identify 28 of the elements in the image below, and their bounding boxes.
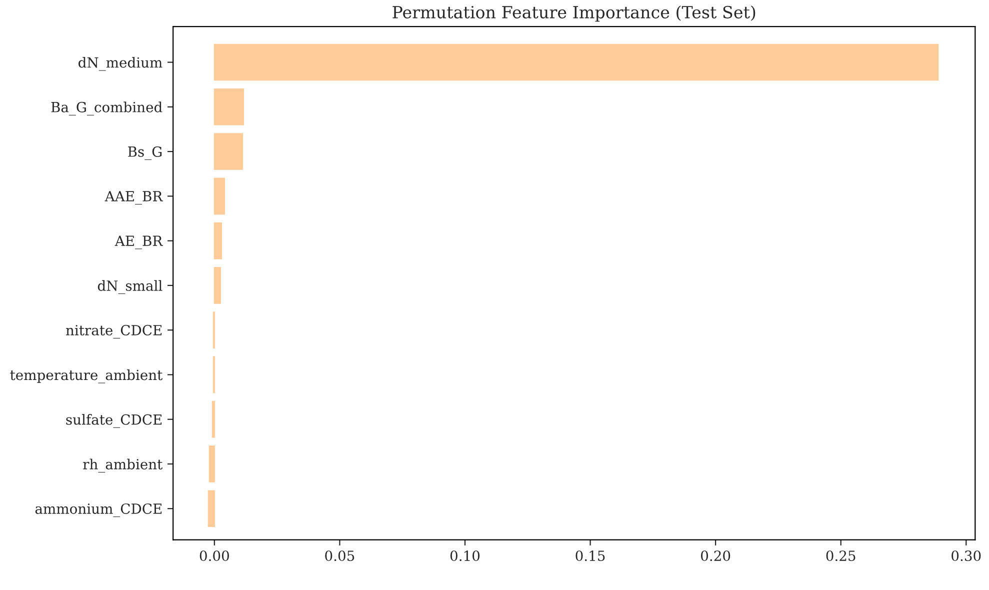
y-tick-label: temperature_ambient [10, 369, 163, 384]
y-tick-label: rh_ambient [83, 458, 163, 473]
bar [208, 446, 215, 482]
bar [214, 88, 244, 126]
y-tick-label: nitrate_CDCE [66, 324, 162, 338]
y-tick-label: Bs_G [128, 146, 162, 160]
y-tick-label: dN_small [98, 280, 162, 294]
x-tick-label: 0.15 [576, 550, 605, 562]
x-tick-label: 0.20 [701, 550, 730, 562]
y-tick-label: Ba_G_combined [51, 102, 162, 116]
y-tick-label: AE_BR [114, 236, 163, 250]
chart-title: Permutation Feature Importance (Test Set) [392, 6, 756, 22]
x-tick-label: 0.10 [450, 550, 480, 562]
x-tick-label: 0.00 [200, 550, 229, 562]
bar [208, 490, 215, 528]
y-tick-label: dN_medium [78, 56, 162, 71]
bar [212, 400, 215, 438]
x-tick-label: 0.30 [952, 550, 981, 562]
x-tick-label: 0.25 [826, 550, 856, 562]
y-tick-label: sulfate_CDCE [66, 414, 162, 428]
x-tick-label: 0.05 [325, 550, 354, 562]
bar [214, 222, 222, 260]
bar [214, 44, 939, 81]
bar [214, 267, 221, 304]
y-tick-label: ammonium_CDCE [35, 503, 162, 518]
bar [214, 133, 244, 170]
y-tick-label: AAE_BR [104, 191, 163, 205]
bar [214, 178, 225, 215]
